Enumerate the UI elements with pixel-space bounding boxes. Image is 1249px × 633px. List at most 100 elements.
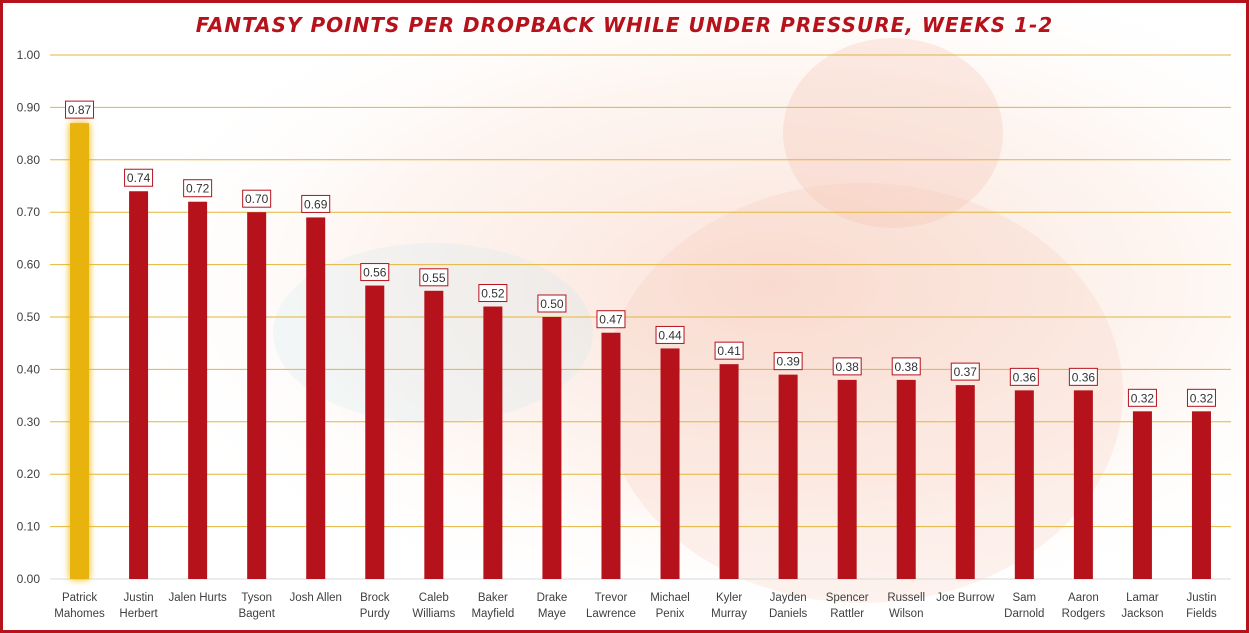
x-tick-label: Herbert bbox=[119, 608, 158, 620]
data-label: 0.36 bbox=[1013, 370, 1037, 384]
x-tick-label: Maye bbox=[538, 608, 566, 620]
x-tick-label: Jayden bbox=[770, 592, 807, 604]
data-label: 0.69 bbox=[304, 197, 328, 211]
x-tick-label: Aaron bbox=[1068, 592, 1099, 604]
bar bbox=[660, 348, 680, 579]
y-tick-label: 0.50 bbox=[17, 310, 41, 324]
x-tick-label: Purdy bbox=[360, 608, 390, 620]
x-tick-label: Michael bbox=[650, 592, 690, 604]
y-tick-label: 0.60 bbox=[17, 258, 41, 272]
data-label-box bbox=[714, 341, 744, 360]
x-tick-label: Drake bbox=[537, 592, 568, 604]
bar bbox=[1014, 390, 1034, 579]
data-label-box bbox=[537, 294, 567, 313]
x-tick-label: Darnold bbox=[1004, 608, 1044, 620]
data-label-box bbox=[124, 168, 154, 187]
x-tick-label: Baker bbox=[478, 592, 508, 604]
data-label: 0.55 bbox=[422, 271, 446, 285]
x-tick-label: Jalen Hurts bbox=[169, 592, 227, 604]
x-tick-label: Mayfield bbox=[471, 608, 514, 620]
y-tick-label: 0.20 bbox=[17, 467, 41, 481]
x-tick-label: Lamar bbox=[1126, 592, 1159, 604]
bar bbox=[70, 123, 90, 580]
data-label: 0.72 bbox=[186, 182, 210, 196]
data-label: 0.38 bbox=[895, 360, 919, 374]
bar-chart: 0.00 0.10 0.20 0.30 0.40 0.50 0.60 0.70 0.80 0.90… bbox=[17, 48, 1231, 620]
data-label-box bbox=[950, 362, 980, 381]
data-label-box bbox=[65, 100, 95, 119]
y-tick-label: 0.10 bbox=[17, 520, 41, 534]
data-label-box bbox=[891, 357, 921, 376]
y-tick-label: 0.00 bbox=[17, 572, 41, 586]
bar bbox=[778, 374, 798, 579]
x-tick-label: Justin bbox=[1186, 592, 1216, 604]
data-label: 0.32 bbox=[1190, 391, 1214, 405]
y-tick-label: 0.30 bbox=[17, 415, 41, 429]
data-label-box bbox=[773, 352, 803, 371]
data-label: 0.32 bbox=[1131, 391, 1155, 405]
data-label: 0.52 bbox=[481, 287, 505, 301]
data-label-box bbox=[1127, 388, 1157, 407]
data-label-box bbox=[183, 179, 213, 198]
bar bbox=[188, 201, 208, 579]
bar bbox=[129, 191, 149, 580]
data-label: 0.39 bbox=[776, 355, 800, 369]
data-label-box bbox=[1068, 367, 1098, 386]
x-tick-label: Brock bbox=[360, 592, 390, 604]
bar bbox=[1191, 411, 1211, 579]
bar bbox=[424, 290, 444, 579]
x-tick-label: Caleb bbox=[419, 592, 449, 604]
bar bbox=[1132, 411, 1152, 579]
data-label-box bbox=[419, 268, 449, 287]
y-tick-label: 0.70 bbox=[17, 205, 41, 219]
x-tick-label: Patrick bbox=[62, 592, 97, 604]
bar bbox=[1073, 390, 1093, 579]
bar bbox=[542, 317, 562, 579]
data-label: 0.41 bbox=[717, 344, 741, 358]
data-label: 0.47 bbox=[599, 313, 623, 327]
x-tick-label: Murray bbox=[711, 608, 747, 620]
x-tick-label: Justin bbox=[124, 592, 154, 604]
data-label-box bbox=[242, 189, 272, 208]
data-label-box bbox=[360, 263, 390, 282]
data-label: 0.87 bbox=[68, 103, 92, 117]
data-label: 0.70 bbox=[245, 192, 269, 206]
y-tick-label: 0.90 bbox=[17, 100, 41, 114]
bar bbox=[365, 285, 385, 579]
x-tick-label: Trevor bbox=[595, 592, 628, 604]
x-tick-label: Sam bbox=[1012, 592, 1036, 604]
bar bbox=[837, 379, 857, 579]
bar bbox=[896, 379, 916, 579]
x-tick-label: Penix bbox=[656, 608, 685, 620]
bar bbox=[483, 306, 503, 579]
x-tick-label: Spencer bbox=[826, 592, 869, 604]
data-label-box bbox=[1186, 388, 1216, 407]
chart-title: FANTASY POINTS PER DROPBACK WHILE UNDER … bbox=[195, 13, 1054, 37]
data-label-box bbox=[655, 325, 685, 344]
data-label-box bbox=[478, 284, 508, 303]
x-tick-label: Russell bbox=[887, 592, 925, 604]
x-tick-label: Tyson bbox=[241, 592, 272, 604]
x-tick-label: Lawrence bbox=[586, 608, 636, 620]
bar bbox=[601, 332, 621, 579]
x-tick-label: Rattler bbox=[830, 608, 864, 620]
x-tick-label: Jackson bbox=[1121, 608, 1163, 620]
bar bbox=[719, 364, 739, 579]
data-label-box bbox=[832, 357, 862, 376]
x-tick-label: Fields bbox=[1186, 608, 1217, 620]
y-tick-label: 0.80 bbox=[17, 153, 41, 167]
data-label-box bbox=[1009, 367, 1039, 386]
data-label: 0.56 bbox=[363, 266, 387, 280]
y-tick-label: 0.40 bbox=[17, 362, 41, 376]
data-label: 0.74 bbox=[127, 171, 151, 185]
x-tick-label: Rodgers bbox=[1062, 608, 1106, 620]
bar bbox=[306, 217, 326, 579]
data-label: 0.38 bbox=[835, 360, 859, 374]
x-tick-label: Mahomes bbox=[54, 608, 105, 620]
data-label: 0.50 bbox=[540, 297, 564, 311]
data-label: 0.36 bbox=[1072, 370, 1096, 384]
x-tick-label: Wilson bbox=[889, 608, 924, 620]
data-label-box bbox=[596, 310, 626, 329]
bar bbox=[955, 385, 975, 579]
